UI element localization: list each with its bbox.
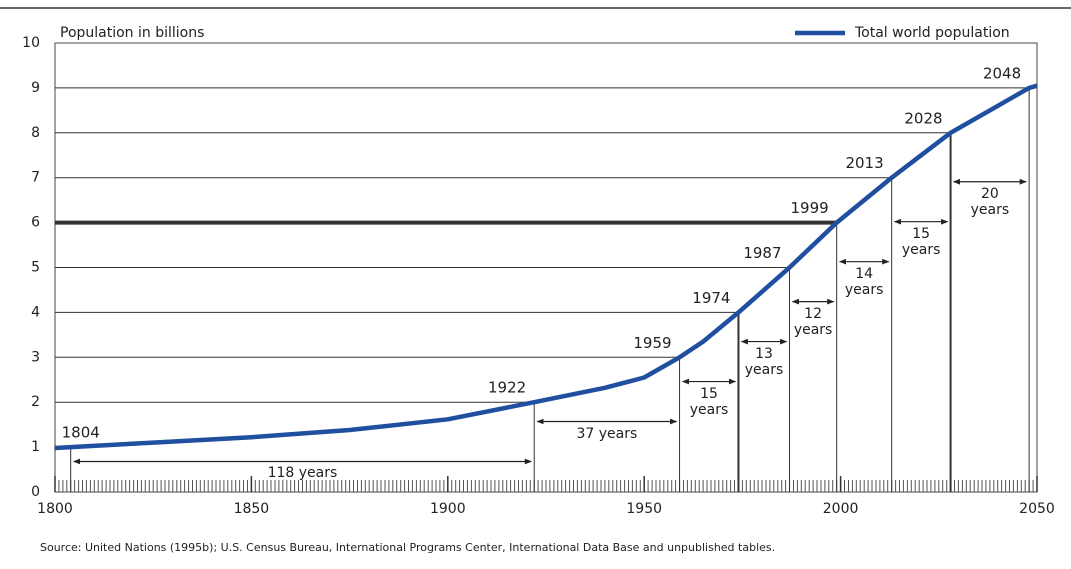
interval-label: 118 years [267, 465, 338, 482]
source: Source: United Nations (1995b); U.S. Cen… [40, 541, 775, 554]
milestone-label: 1804 [62, 424, 100, 442]
y-tick-label: 7 [31, 170, 40, 186]
y-axis-label: Population in billions [60, 25, 204, 41]
interval-label: 13 years [744, 345, 784, 378]
y-tick-label: 2 [31, 394, 40, 410]
y-tick-label: 6 [31, 215, 40, 231]
interval-label: 14 years [844, 265, 884, 298]
series-line [54, 83, 1038, 451]
y-tick-label: 8 [31, 125, 40, 141]
milestone-label: 2013 [845, 154, 883, 172]
x-tick-label: 1850 [234, 501, 270, 517]
legend-label: Total world population [854, 25, 1010, 41]
x-tick-label: 1900 [430, 501, 466, 517]
y-tick-label: 4 [31, 304, 40, 320]
y-tick-label: 10 [22, 35, 40, 51]
milestone-label: 1959 [633, 334, 671, 352]
y-tick-label: 3 [31, 349, 40, 365]
interval-label: 15 years [689, 385, 729, 418]
milestone-label: 1974 [692, 289, 730, 307]
milestone-label: 2048 [983, 64, 1021, 82]
y-tick-label: 0 [31, 484, 40, 500]
interval-label: 15 years [901, 225, 941, 258]
milestone-label: 1999 [790, 199, 828, 217]
y-tick-label: 9 [31, 80, 40, 96]
interval-label: 12 years [793, 305, 833, 338]
milestone-label: 1987 [743, 244, 781, 262]
x-tick-label: 2050 [1019, 501, 1055, 517]
milestone-label: 1922 [488, 379, 526, 397]
y-tick-label: 1 [31, 439, 40, 455]
milestone-label: 2028 [904, 109, 942, 127]
y-tick-label: 5 [31, 260, 40, 276]
interval-label: 37 years [576, 425, 638, 442]
minor-ticks [54, 480, 1038, 492]
x-tick-label: 2000 [823, 501, 859, 517]
x-tick-label: 1800 [37, 501, 73, 517]
x-tick-label: 1950 [626, 501, 662, 517]
interval-label: 20 years [970, 185, 1010, 218]
